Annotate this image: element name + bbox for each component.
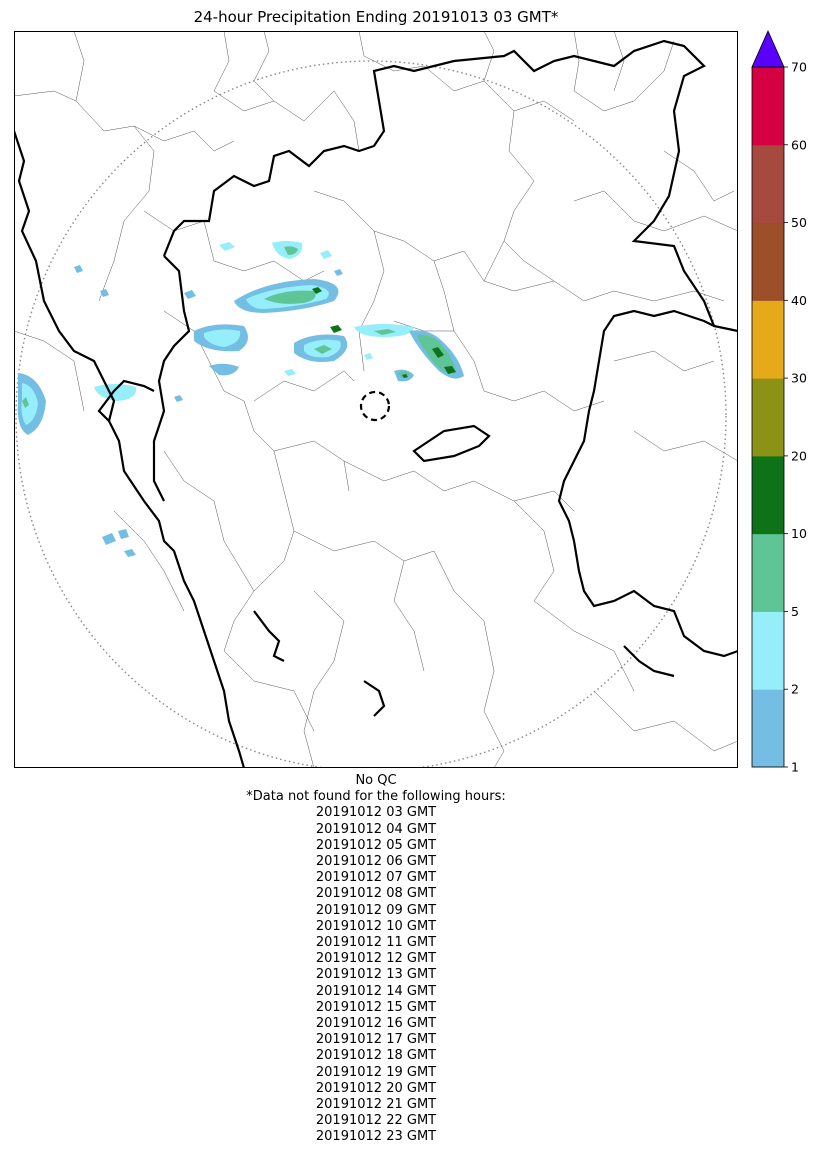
precipitation-map [14, 31, 738, 768]
colorbar-tick-label: 10 [791, 526, 807, 541]
colorbar-tick-label: 30 [791, 371, 807, 386]
colorbar-tick-label: 1 [791, 760, 799, 774]
colorbar-tick-label: 50 [791, 215, 807, 230]
precipitation-patches [17, 241, 464, 557]
missing-hour-item: 20191012 03 GMT [315, 805, 437, 821]
notes-block: No QC *Data not found for the following … [0, 773, 752, 1146]
colorbar-segment [752, 144, 784, 224]
map-frame [14, 31, 738, 768]
colorbar-segment [752, 300, 784, 379]
missing-hour-item: 20191012 15 GMT [315, 999, 437, 1015]
missing-hours-list: 20191012 03 GMT 20191012 04 GMT 20191012 0… [0, 805, 752, 1145]
map-title: 24-hour Precipitation Ending 20191013 03… [193, 8, 559, 26]
district-boundaries [14, 31, 738, 768]
missing-hour-item: 20191012 13 GMT [315, 967, 437, 983]
missing-hour-item: 20191012 04 GMT [315, 821, 437, 837]
colorbar-segment [752, 378, 784, 457]
state-boundaries [14, 39, 738, 768]
missing-hour-item: 20191012 22 GMT [315, 1113, 437, 1129]
missing-data-header: *Data not found for the following hours: [246, 789, 506, 805]
missing-hour-item: 20191012 17 GMT [315, 1032, 437, 1048]
missing-hour-item: 20191012 07 GMT [315, 870, 437, 886]
missing-hour-item: 20191012 16 GMT [315, 1016, 437, 1032]
missing-hour-item: 20191012 11 GMT [315, 935, 437, 951]
colorbar-segment [752, 222, 784, 301]
colorbar-tick-label: 70 [791, 60, 807, 75]
colorbar-tick-label: 60 [791, 137, 807, 152]
colorbar-tick-label: 40 [791, 293, 807, 308]
missing-hour-item: 20191012 20 GMT [315, 1080, 437, 1096]
missing-hour-item: 20191012 08 GMT [315, 886, 437, 902]
missing-hour-item: 20191012 18 GMT [315, 1048, 437, 1064]
missing-hour-item: 20191012 19 GMT [315, 1064, 437, 1080]
colorbar-segment [752, 67, 784, 146]
colorbar-frame [751, 66, 785, 768]
missing-hour-item: 20191012 14 GMT [315, 983, 437, 999]
missing-hour-item: 20191012 09 GMT [315, 902, 437, 918]
missing-hour-item: 20191012 21 GMT [315, 1097, 437, 1113]
colorbar: 1 2 5 10 20 30 40 50 60 70 [751, 30, 807, 774]
missing-hour-item: 20191012 05 GMT [315, 837, 437, 853]
colorbar-segment [752, 455, 784, 535]
colorbar-segment [752, 533, 784, 612]
colorbar-segments [752, 67, 784, 768]
colorbar-tick-label: 5 [791, 604, 799, 619]
colorbar-tick-label: 2 [791, 682, 799, 697]
radar-site-marker [359, 390, 391, 422]
missing-hour-item: 20191012 12 GMT [315, 951, 437, 967]
qc-note: No QC [355, 773, 397, 788]
colorbar-extend-arrow [751, 30, 785, 68]
colorbar-segment [752, 689, 784, 768]
colorbar-segment [752, 611, 784, 690]
radar-range-ring [15, 60, 727, 768]
missing-hour-item: 20191012 06 GMT [315, 854, 437, 870]
colorbar-tick-label: 20 [791, 448, 807, 463]
missing-hour-item: 20191012 10 GMT [315, 918, 437, 934]
missing-hour-item: 20191012 23 GMT [315, 1129, 437, 1145]
colorbar-ticks: 1 2 5 10 20 30 40 50 60 70 [784, 60, 807, 774]
